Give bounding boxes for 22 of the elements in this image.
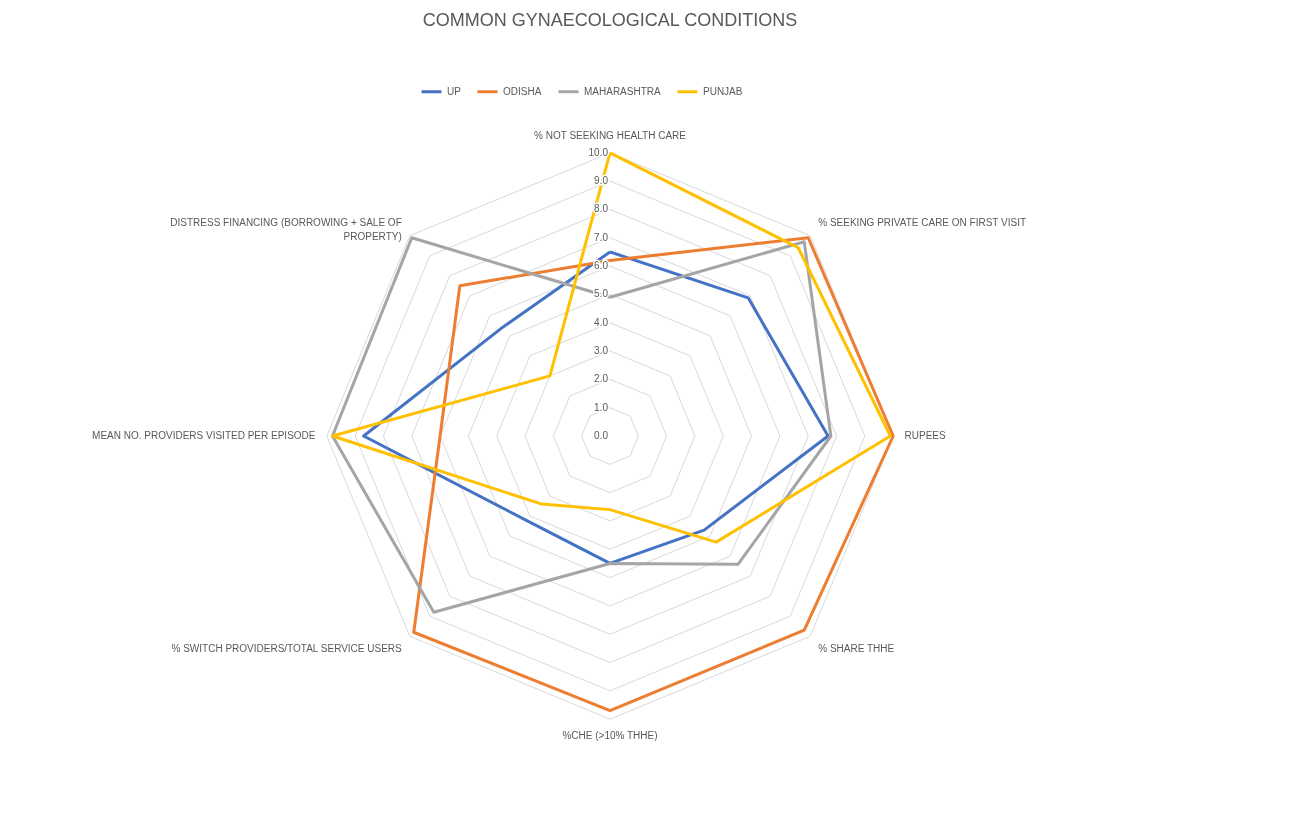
spoke-label: %CHE (>10% THHE) bbox=[562, 729, 658, 741]
spoke-label: % SHARE THHE bbox=[818, 643, 895, 655]
y-tick-label: 4.0 bbox=[594, 316, 609, 328]
y-tick-label: 0.0 bbox=[594, 430, 609, 441]
y-tick-label: 2.0 bbox=[594, 373, 609, 385]
spoke-label: % NOT SEEKING HEALTH CARE bbox=[534, 130, 687, 142]
legend-label: ODISHA bbox=[503, 85, 542, 97]
y-tick-label: 3.0 bbox=[594, 345, 609, 357]
spoke-label: RUPEES bbox=[904, 430, 946, 441]
y-tick-label: 10.0 bbox=[588, 146, 609, 158]
legend-label: PUNJAB bbox=[703, 85, 743, 97]
legend-label: UP bbox=[447, 85, 462, 97]
spoke-label: % SEEKING PRIVATE CARE ON FIRST VISIT bbox=[818, 216, 1027, 228]
y-tick-label: 6.0 bbox=[594, 260, 609, 272]
spoke-label: MEAN NO. PROVIDERS VISITED PER EPISODE bbox=[92, 430, 316, 441]
spoke-label: % SWITCH PROVIDERS/TOTAL SERVICE USERS bbox=[171, 643, 403, 655]
y-tick-label: 5.0 bbox=[594, 288, 609, 300]
y-tick-label: 1.0 bbox=[594, 401, 609, 413]
y-tick-label: 7.0 bbox=[594, 231, 609, 243]
legend-label: MAHARASHTRA bbox=[584, 85, 661, 97]
spoke-label: DISTRESS FINANCING (BORROWING + SALE OF PROPERTY) bbox=[170, 216, 402, 242]
chart-title: COMMON GYNAECOLOGICAL CONDITIONS bbox=[422, 10, 798, 30]
